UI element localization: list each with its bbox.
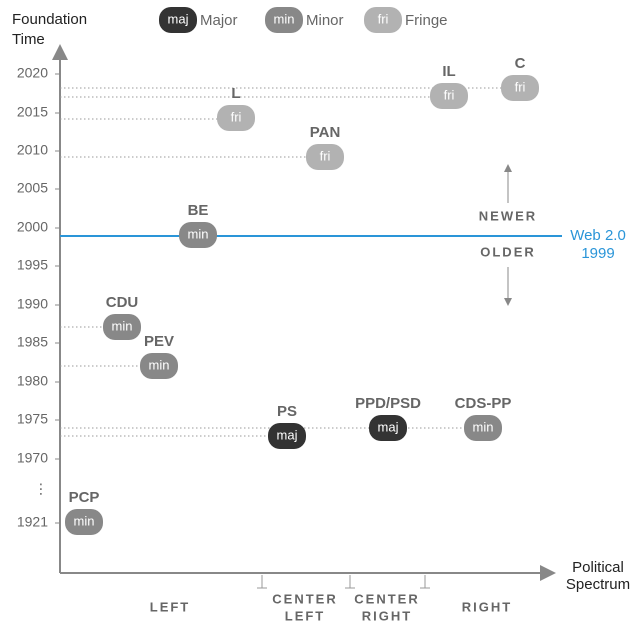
y-tick-label: 1970 xyxy=(17,450,48,466)
pill xyxy=(265,7,303,33)
annotation: NEWER xyxy=(479,208,537,223)
node-label: C xyxy=(515,55,526,72)
category: LEFT xyxy=(285,608,326,623)
pill xyxy=(268,423,306,449)
node-label: PEV xyxy=(144,333,174,350)
guides xyxy=(60,87,502,437)
y-tick-label: 1995 xyxy=(17,257,48,273)
pill xyxy=(65,509,103,535)
pill xyxy=(464,415,502,441)
y-title: Time xyxy=(12,31,45,48)
y-tick-label: 2010 xyxy=(17,142,48,158)
y-tick-label: 2015 xyxy=(17,104,48,120)
pill-text: min xyxy=(274,11,295,26)
node-label: PAN xyxy=(310,124,341,141)
pill-text: min xyxy=(473,419,494,434)
pill xyxy=(103,314,141,340)
annotation: OLDER xyxy=(480,244,536,259)
pill-text: fri xyxy=(444,87,455,102)
pill xyxy=(364,7,402,33)
annotation: 1999 xyxy=(581,245,614,262)
y-tick-label: 1985 xyxy=(17,334,48,350)
pill-text: min xyxy=(149,357,170,372)
pill-text: min xyxy=(112,318,133,333)
node-label: IL xyxy=(442,63,455,80)
y-tick-label: 1975 xyxy=(17,411,48,427)
y-tick-label: 1921 xyxy=(17,514,48,530)
pill xyxy=(501,75,539,101)
y-tick-label: 1990 xyxy=(17,296,48,312)
pill-text: maj xyxy=(277,427,298,442)
pill-text: fri xyxy=(378,11,389,26)
pill-text: fri xyxy=(320,148,331,163)
category: CENTER xyxy=(272,591,337,606)
legend-label: Major xyxy=(200,12,238,29)
pill xyxy=(179,222,217,248)
y-title: Foundation xyxy=(12,11,87,28)
x-title: Spectrum xyxy=(566,576,630,593)
y-tick-label: 2020 xyxy=(17,65,48,81)
x-dividers xyxy=(257,575,430,589)
pill-text: fri xyxy=(515,79,526,94)
node-label: CDS-PP xyxy=(455,395,512,412)
pill xyxy=(140,353,178,379)
node-label: PS xyxy=(277,403,297,420)
x-title: Political xyxy=(572,559,624,576)
node-label: PCP xyxy=(69,489,100,506)
pill xyxy=(306,144,344,170)
pill xyxy=(217,105,255,131)
category: RIGHT xyxy=(462,599,512,614)
y-tick-label: ⋮ xyxy=(34,481,48,497)
node-label: BE xyxy=(188,202,209,219)
category: LEFT xyxy=(150,599,191,614)
annotation: Web 2.0 xyxy=(570,227,626,244)
pill-text: maj xyxy=(378,419,399,434)
legend-label: Fringe xyxy=(405,12,448,29)
y-tick-label: 2000 xyxy=(17,219,48,235)
category: RIGHT xyxy=(362,608,412,623)
node-label: L xyxy=(231,85,240,102)
pill xyxy=(369,415,407,441)
pill-text: min xyxy=(74,513,95,528)
legend-label: Minor xyxy=(306,12,344,29)
y-tick-label: 1980 xyxy=(17,373,48,389)
y-tick-label: 2005 xyxy=(17,180,48,196)
pill xyxy=(159,7,197,33)
node-label: CDU xyxy=(106,294,139,311)
node-label: PPD/PSD xyxy=(355,395,421,412)
pill xyxy=(430,83,468,109)
pill-text: min xyxy=(188,226,209,241)
pill-text: fri xyxy=(231,109,242,124)
category: CENTER xyxy=(354,591,419,606)
pill-text: maj xyxy=(168,11,189,26)
